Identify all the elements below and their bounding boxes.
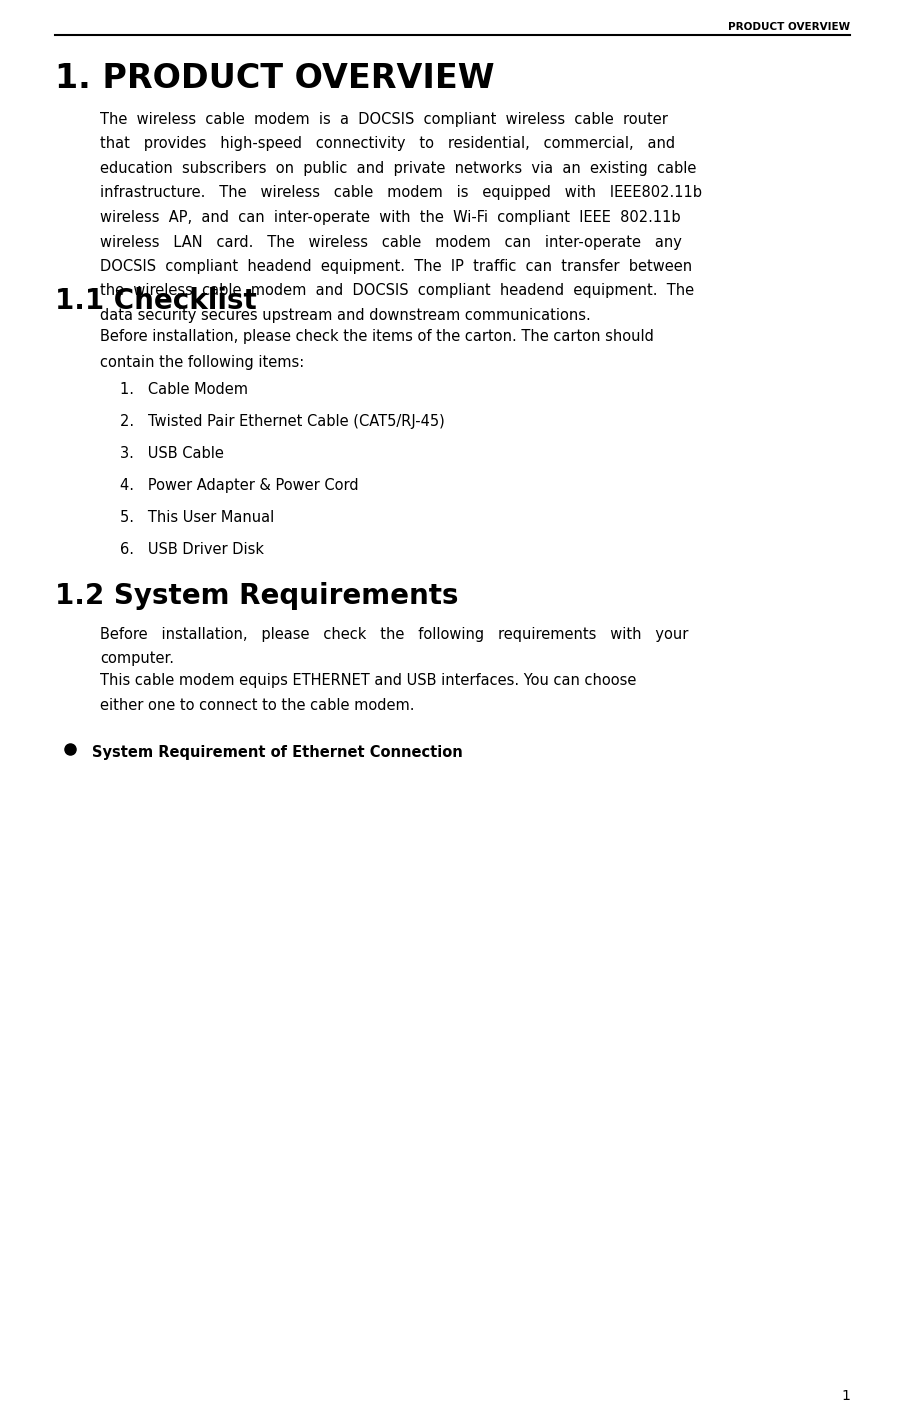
Text: 5.   This User Manual: 5. This User Manual xyxy=(120,510,274,526)
Text: that   provides   high-speed   connectivity   to   residential,   commercial,   : that provides high-speed connectivity to… xyxy=(100,136,675,152)
Text: 6.   USB Driver Disk: 6. USB Driver Disk xyxy=(120,541,264,557)
Text: 1.2 System Requirements: 1.2 System Requirements xyxy=(55,582,459,609)
Text: computer.: computer. xyxy=(100,652,174,666)
Text: wireless   LAN   card.   The   wireless   cable   modem   can   inter-operate   : wireless LAN card. The wireless cable mo… xyxy=(100,234,682,249)
Text: the  wireless  cable  modem  and  DOCSIS  compliant  headend  equipment.  The: the wireless cable modem and DOCSIS comp… xyxy=(100,283,694,299)
Text: 1.1 Checklist: 1.1 Checklist xyxy=(55,288,257,315)
Text: data security secures upstream and downstream communications.: data security secures upstream and downs… xyxy=(100,307,590,323)
Text: Before installation, please check the items of the carton. The carton should: Before installation, please check the it… xyxy=(100,329,654,344)
Text: wireless  AP,  and  can  inter-operate  with  the  Wi-Fi  compliant  IEEE  802.1: wireless AP, and can inter-operate with … xyxy=(100,210,680,225)
Text: 1.   Cable Modem: 1. Cable Modem xyxy=(120,383,248,397)
Text: either one to connect to the cable modem.: either one to connect to the cable modem… xyxy=(100,697,414,713)
Text: 1: 1 xyxy=(841,1389,850,1403)
Text: 4.   Power Adapter & Power Cord: 4. Power Adapter & Power Cord xyxy=(120,478,358,493)
Text: infrastructure.   The   wireless   cable   modem   is   equipped   with   IEEE80: infrastructure. The wireless cable modem… xyxy=(100,186,702,200)
Text: The  wireless  cable  modem  is  a  DOCSIS  compliant  wireless  cable  router: The wireless cable modem is a DOCSIS com… xyxy=(100,112,668,128)
Text: This cable modem equips ETHERNET and USB interfaces. You can choose: This cable modem equips ETHERNET and USB… xyxy=(100,673,637,689)
Text: System Requirement of Ethernet Connection: System Requirement of Ethernet Connectio… xyxy=(92,745,463,760)
Text: DOCSIS  compliant  headend  equipment.  The  IP  traffic  can  transfer  between: DOCSIS compliant headend equipment. The … xyxy=(100,259,692,273)
Text: PRODUCT OVERVIEW: PRODUCT OVERVIEW xyxy=(728,23,850,33)
Text: 2.   Twisted Pair Ethernet Cable (CAT5/RJ-45): 2. Twisted Pair Ethernet Cable (CAT5/RJ-… xyxy=(120,414,444,429)
Text: education  subscribers  on  public  and  private  networks  via  an  existing  c: education subscribers on public and priv… xyxy=(100,162,697,176)
Text: contain the following items:: contain the following items: xyxy=(100,356,304,370)
Text: Before   installation,   please   check   the   following   requirements   with : Before installation, please check the fo… xyxy=(100,626,688,642)
Text: 3.   USB Cable: 3. USB Cable xyxy=(120,446,224,461)
Text: 1. PRODUCT OVERVIEW: 1. PRODUCT OVERVIEW xyxy=(55,62,494,95)
